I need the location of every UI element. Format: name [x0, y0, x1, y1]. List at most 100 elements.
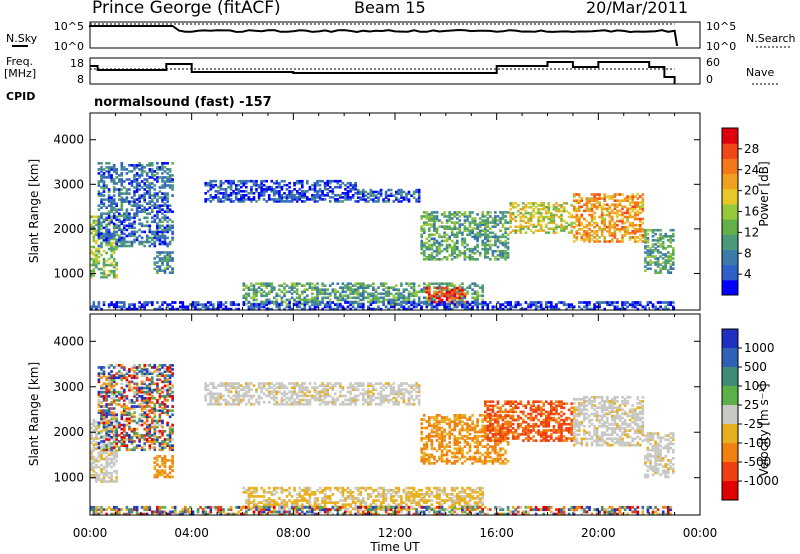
echo-cell — [262, 190, 266, 193]
echo-cell — [456, 247, 459, 251]
echo-cell — [618, 193, 622, 196]
echo-cell — [392, 305, 396, 309]
echo-cell — [501, 235, 505, 239]
velocity-cells — [90, 364, 675, 516]
echo-cell — [97, 431, 101, 435]
echo-cell — [392, 296, 396, 300]
echo-cell — [145, 403, 149, 406]
echo-cell — [293, 402, 296, 406]
echo-cell — [125, 372, 129, 375]
echo-cell — [120, 206, 124, 209]
echo-cell — [217, 398, 220, 402]
echo-cell — [234, 303, 238, 307]
echo-cell — [278, 194, 281, 197]
echo-cell — [267, 301, 271, 304]
echo-cell — [151, 216, 154, 220]
echo-cell — [128, 386, 131, 390]
echo-cell — [453, 227, 457, 230]
echo-cell — [367, 305, 370, 309]
echo-cell — [115, 478, 118, 481]
echo-cell — [143, 380, 146, 384]
echo-cell — [234, 188, 238, 191]
echo-cell — [201, 305, 205, 309]
echo-cell — [166, 473, 169, 477]
echo-cell — [110, 208, 113, 211]
echo-cell — [572, 221, 576, 225]
echo-cell — [283, 300, 286, 304]
echo-cell — [506, 247, 510, 251]
echo-cell — [425, 305, 429, 309]
echo-cell — [443, 286, 446, 290]
echo-cell — [115, 176, 118, 179]
echo-cell — [323, 185, 327, 189]
echo-cell — [247, 305, 251, 309]
echo-cell — [130, 244, 134, 248]
echo-cell — [636, 193, 640, 196]
echo-cell — [163, 396, 167, 400]
echo-cell — [125, 234, 129, 238]
echo-cell — [140, 194, 144, 197]
echo-cell — [219, 402, 223, 406]
echo-cell — [156, 232, 159, 236]
echo-cell — [135, 384, 139, 388]
echo-cell — [448, 225, 451, 228]
echo-cell — [669, 241, 673, 244]
echo-cell — [537, 221, 540, 225]
echo-cell — [524, 307, 528, 311]
echo-cell — [499, 307, 502, 311]
echo-cell — [143, 436, 146, 439]
echo-cell — [656, 245, 660, 248]
echo-cell — [245, 384, 248, 387]
echo-cell — [250, 185, 253, 189]
echo-cell — [539, 219, 543, 223]
echo-cell — [270, 190, 274, 193]
echo-cell — [379, 300, 383, 304]
echo-cell — [336, 307, 340, 311]
echo-cell — [158, 220, 162, 224]
echo-cell — [448, 290, 451, 294]
echo-cell — [110, 411, 113, 414]
echo-cell — [463, 258, 467, 261]
echo-cell — [123, 444, 126, 447]
echo-cell — [450, 288, 454, 292]
echo-cell — [346, 286, 350, 289]
echo-cell — [611, 240, 614, 243]
echo-cell — [522, 213, 525, 217]
echo-cell — [466, 307, 469, 311]
echo-cell — [387, 307, 390, 311]
echo-cell — [519, 231, 523, 234]
echo-cell — [166, 220, 169, 224]
echo-cell — [600, 217, 604, 221]
echo-cell — [123, 440, 126, 443]
echo-cell — [471, 258, 474, 261]
echo-cell — [181, 307, 185, 311]
echo-cell — [135, 431, 139, 435]
echo-cell — [583, 301, 586, 304]
echo-cell — [102, 415, 106, 419]
echo-cell — [224, 188, 228, 191]
echo-cell — [672, 228, 675, 232]
echo-cell — [107, 263, 111, 267]
echo-cell — [153, 232, 157, 236]
echo-cell — [313, 296, 317, 300]
colorbar-swatch — [722, 279, 738, 296]
echo-cell — [384, 290, 388, 294]
echo-cell — [151, 164, 154, 167]
echo-cell — [341, 288, 345, 291]
echo-cell — [377, 296, 380, 300]
echo-cell — [110, 457, 113, 461]
echo-cell — [473, 221, 477, 224]
echo-cell — [669, 245, 673, 248]
echo-cell — [501, 249, 505, 253]
echo-cell — [250, 288, 253, 291]
echo-cell — [107, 480, 111, 483]
colorbar-tick-label: 16 — [744, 205, 759, 219]
echo-cell — [362, 290, 365, 294]
echo-cell — [110, 376, 113, 380]
echo-cell — [316, 192, 319, 195]
echo-cell — [95, 215, 98, 219]
echo-cell — [633, 205, 637, 209]
echo-cell — [641, 236, 645, 239]
echo-cell — [290, 390, 294, 394]
echo-cell — [148, 176, 152, 179]
